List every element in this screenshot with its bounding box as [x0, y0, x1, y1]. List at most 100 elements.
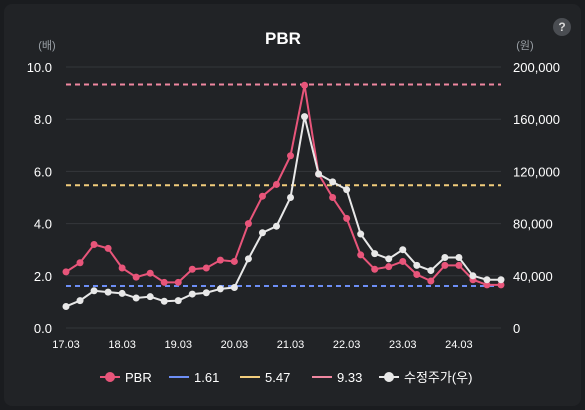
price-point[interactable]: [258, 229, 266, 237]
price-point[interactable]: [272, 222, 280, 230]
pbr-point[interactable]: [174, 278, 182, 286]
reference-lines: [66, 83, 501, 287]
price-point[interactable]: [146, 293, 154, 301]
legend-label: 5.47: [265, 370, 290, 385]
legend-label: 1.61: [194, 370, 219, 385]
price-point[interactable]: [469, 272, 477, 280]
pbr-point[interactable]: [104, 244, 112, 252]
legend-item[interactable]: 5.47: [240, 370, 290, 385]
price-point[interactable]: [174, 297, 182, 305]
x-tick-label: 22.03: [333, 339, 361, 351]
left-tick-label: 6.0: [34, 164, 52, 179]
legend: PBR 1.61 5.47 9.33 수정주가(우): [100, 370, 472, 385]
price-point[interactable]: [76, 297, 84, 305]
price-point[interactable]: [343, 186, 351, 194]
pbr-point[interactable]: [188, 265, 196, 273]
right-tick-label: 160,000: [513, 112, 560, 127]
price-point[interactable]: [188, 290, 196, 298]
right-tick-label: 200,000: [513, 60, 560, 75]
pbr-point[interactable]: [427, 277, 435, 285]
legend-item[interactable]: 9.33: [312, 370, 362, 385]
price-point[interactable]: [315, 170, 323, 178]
grid-lines: [66, 66, 501, 329]
pbr-point[interactable]: [132, 273, 140, 281]
price-point[interactable]: [244, 255, 252, 263]
pbr-point[interactable]: [230, 257, 238, 265]
right-tick-label: 80,000: [513, 217, 553, 232]
right-axis-ticks: 0 40,000 80,000 120,000 160,000 200,000: [513, 60, 560, 336]
pbr-point[interactable]: [343, 214, 351, 222]
price-point[interactable]: [371, 250, 379, 258]
right-tick-label: 40,000: [513, 269, 553, 284]
pbr-point[interactable]: [455, 261, 463, 269]
price-point[interactable]: [399, 246, 407, 254]
left-tick-label: 8.0: [34, 112, 52, 127]
pbr-point[interactable]: [216, 256, 224, 264]
pbr-point[interactable]: [329, 194, 337, 201]
pbr-point[interactable]: [272, 180, 280, 188]
price-point[interactable]: [104, 288, 112, 296]
pbr-point[interactable]: [287, 152, 295, 160]
price-point[interactable]: [118, 289, 126, 297]
x-tick-label: 17.03: [52, 339, 80, 351]
price-point[interactable]: [455, 254, 463, 262]
x-tick-label: 20.03: [221, 339, 249, 351]
price-point[interactable]: [413, 261, 421, 269]
pbr-point[interactable]: [62, 268, 70, 276]
pbr-point[interactable]: [90, 240, 98, 248]
pbr-point[interactable]: [244, 220, 252, 228]
pbr-point[interactable]: [399, 257, 407, 265]
pbr-point[interactable]: [202, 264, 210, 272]
pbr-point[interactable]: [357, 251, 365, 259]
legend-label: 9.33: [337, 370, 362, 385]
price-point[interactable]: [160, 297, 168, 305]
price-point[interactable]: [483, 276, 491, 284]
pbr-point[interactable]: [301, 81, 309, 89]
chart-panel: [4, 4, 581, 406]
pbr-point[interactable]: [413, 270, 421, 278]
price-point[interactable]: [62, 302, 70, 310]
price-point[interactable]: [287, 194, 295, 201]
chart-title: PBR: [265, 29, 301, 48]
left-tick-label: 0.0: [34, 321, 52, 336]
x-tick-label: 18.03: [108, 339, 136, 351]
pbr-point[interactable]: [483, 281, 491, 289]
price-point[interactable]: [497, 276, 505, 284]
price-point[interactable]: [216, 285, 224, 293]
price-point[interactable]: [90, 287, 98, 295]
legend-item[interactable]: 수정주가(우): [379, 370, 472, 385]
right-tick-label: 120,000: [513, 164, 560, 179]
price-point[interactable]: [329, 178, 337, 186]
price-point[interactable]: [132, 294, 140, 302]
left-tick-label: 10.0: [27, 60, 52, 75]
legend-label: PBR: [125, 370, 152, 385]
x-tick-label: 23.03: [389, 339, 417, 351]
price-point[interactable]: [230, 284, 238, 292]
pbr-point[interactable]: [385, 263, 393, 271]
price-point[interactable]: [441, 254, 449, 262]
price-point[interactable]: [385, 255, 393, 263]
price-point[interactable]: [357, 230, 365, 238]
help-button[interactable]: ?: [553, 18, 571, 36]
legend-item[interactable]: PBR: [100, 370, 152, 385]
legend-label: 수정주가(우): [404, 370, 472, 385]
x-tick-label: 21.03: [277, 339, 305, 351]
price-point[interactable]: [202, 289, 210, 297]
series-group: [62, 81, 505, 310]
x-axis-ticks: 17.03 18.03 19.03 20.03 21.03 22.03 23.03 24.03: [52, 339, 472, 351]
legend-marker: [105, 372, 115, 382]
pbr-point[interactable]: [146, 269, 154, 277]
right-axis-unit: (원): [516, 39, 533, 52]
pbr-point[interactable]: [371, 265, 379, 273]
pbr-point[interactable]: [118, 264, 126, 272]
price-point[interactable]: [427, 267, 435, 275]
pbr-point[interactable]: [441, 261, 449, 269]
pbr-point[interactable]: [76, 259, 84, 267]
pbr-point[interactable]: [497, 281, 505, 289]
legend-marker: [384, 372, 394, 382]
legend-item[interactable]: 1.61: [169, 370, 219, 385]
pbr-point[interactable]: [258, 192, 266, 200]
price-point[interactable]: [301, 113, 309, 121]
pbr-point[interactable]: [160, 278, 168, 286]
x-tick-label: 24.03: [445, 339, 473, 351]
